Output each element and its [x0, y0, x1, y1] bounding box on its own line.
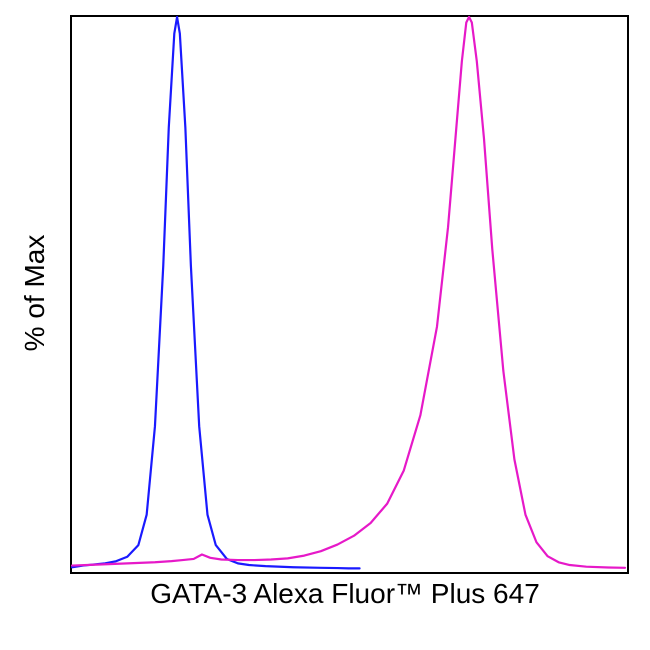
stained-peak	[72, 17, 625, 568]
control-peak	[72, 17, 360, 568]
y-axis-label: % of Max	[19, 223, 51, 363]
x-axis-label: GATA-3 Alexa Fluor™ Plus 647	[65, 578, 625, 610]
flow-cytometry-histogram: % of Max GATA-3 Alexa Fluor™ Plus 647	[0, 0, 650, 650]
curves-layer	[72, 17, 627, 572]
